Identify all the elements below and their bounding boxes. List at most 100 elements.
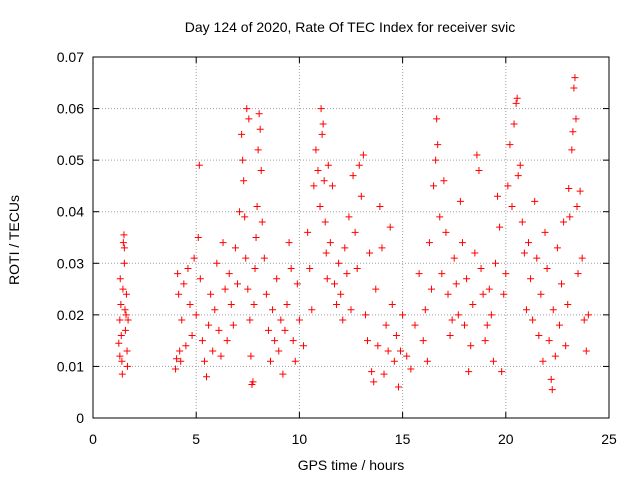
data-point [240, 177, 248, 185]
data-point [258, 218, 266, 226]
data-point [119, 285, 127, 293]
data-point [547, 375, 555, 383]
data-point [221, 285, 229, 293]
data-point [209, 347, 217, 355]
data-point [415, 270, 423, 278]
data-point [537, 290, 545, 298]
data-point [430, 182, 438, 190]
data-point [295, 316, 303, 324]
data-point [285, 239, 293, 247]
data-point [487, 311, 495, 319]
data-point [483, 321, 491, 329]
data-point [565, 185, 573, 193]
data-point [580, 316, 588, 324]
data-point [293, 280, 301, 288]
data-point [357, 192, 365, 200]
data-point [243, 105, 251, 113]
data-point [562, 342, 570, 350]
data-point [450, 254, 458, 262]
data-point [283, 301, 291, 309]
data-point [180, 280, 188, 288]
y-tick-label: 0 [76, 410, 84, 426]
data-point [314, 166, 322, 174]
x-tick-label: 0 [89, 431, 97, 447]
data-point [120, 231, 128, 239]
data-point [372, 285, 380, 293]
data-point [211, 306, 219, 314]
data-point [195, 161, 203, 169]
data-point [247, 352, 255, 360]
data-point [256, 125, 264, 133]
data-point [319, 120, 327, 128]
data-point [267, 357, 275, 365]
data-point [321, 218, 329, 226]
data-point [390, 357, 398, 365]
data-point [572, 115, 580, 123]
chart-title: Day 124 of 2020, Rate Of TEC Index for r… [185, 19, 515, 35]
data-point [506, 141, 514, 149]
data-point [121, 326, 129, 334]
data-point [207, 290, 215, 298]
data-point [407, 365, 415, 373]
data-point [425, 239, 433, 247]
data-point [310, 182, 318, 190]
data-point [392, 331, 400, 339]
data-point [529, 316, 537, 324]
data-point [533, 254, 541, 262]
data-point [378, 244, 386, 252]
data-point [491, 259, 499, 267]
data-point [124, 316, 132, 324]
data-point [236, 208, 244, 216]
data-point [376, 203, 384, 211]
x-tick-label: 5 [192, 431, 200, 447]
data-point [173, 355, 181, 363]
data-point [510, 120, 518, 128]
plot-frame [92, 56, 610, 419]
y-axis-label: ROTI / TECUs [6, 195, 22, 285]
data-point [548, 386, 556, 394]
data-point [477, 264, 485, 272]
data-point [308, 306, 316, 314]
data-point [446, 331, 454, 339]
data-point [215, 326, 223, 334]
data-point [560, 218, 568, 226]
data-point [508, 203, 516, 211]
data-point [543, 264, 551, 272]
data-point [186, 301, 194, 309]
data-point [525, 239, 533, 247]
data-point [203, 373, 211, 381]
data-point [239, 156, 247, 164]
data-point [541, 228, 549, 236]
data-point [269, 306, 277, 314]
data-point [452, 280, 460, 288]
data-point [229, 321, 237, 329]
data-point [121, 306, 129, 314]
data-point [411, 321, 419, 329]
data-point [438, 270, 446, 278]
data-point [434, 141, 442, 149]
data-point [287, 264, 295, 272]
data-point [481, 337, 489, 345]
data-point [184, 264, 192, 272]
y-tick-label: 0.02 [57, 307, 84, 323]
data-point [469, 301, 477, 309]
data-point [281, 326, 289, 334]
data-point [403, 352, 411, 360]
data-point [442, 228, 450, 236]
data-point [122, 311, 130, 319]
data-point [361, 311, 369, 319]
data-point [213, 259, 221, 267]
data-point [320, 177, 328, 185]
data-point [227, 301, 235, 309]
data-point [231, 244, 239, 252]
data-point [571, 74, 579, 82]
data-point [535, 331, 543, 339]
x-tick-label: 20 [498, 431, 514, 447]
data-point [328, 182, 336, 190]
data-point [257, 166, 265, 174]
data-point [172, 365, 180, 373]
data-point [341, 244, 349, 252]
data-point [436, 213, 444, 221]
data-point [374, 342, 382, 350]
